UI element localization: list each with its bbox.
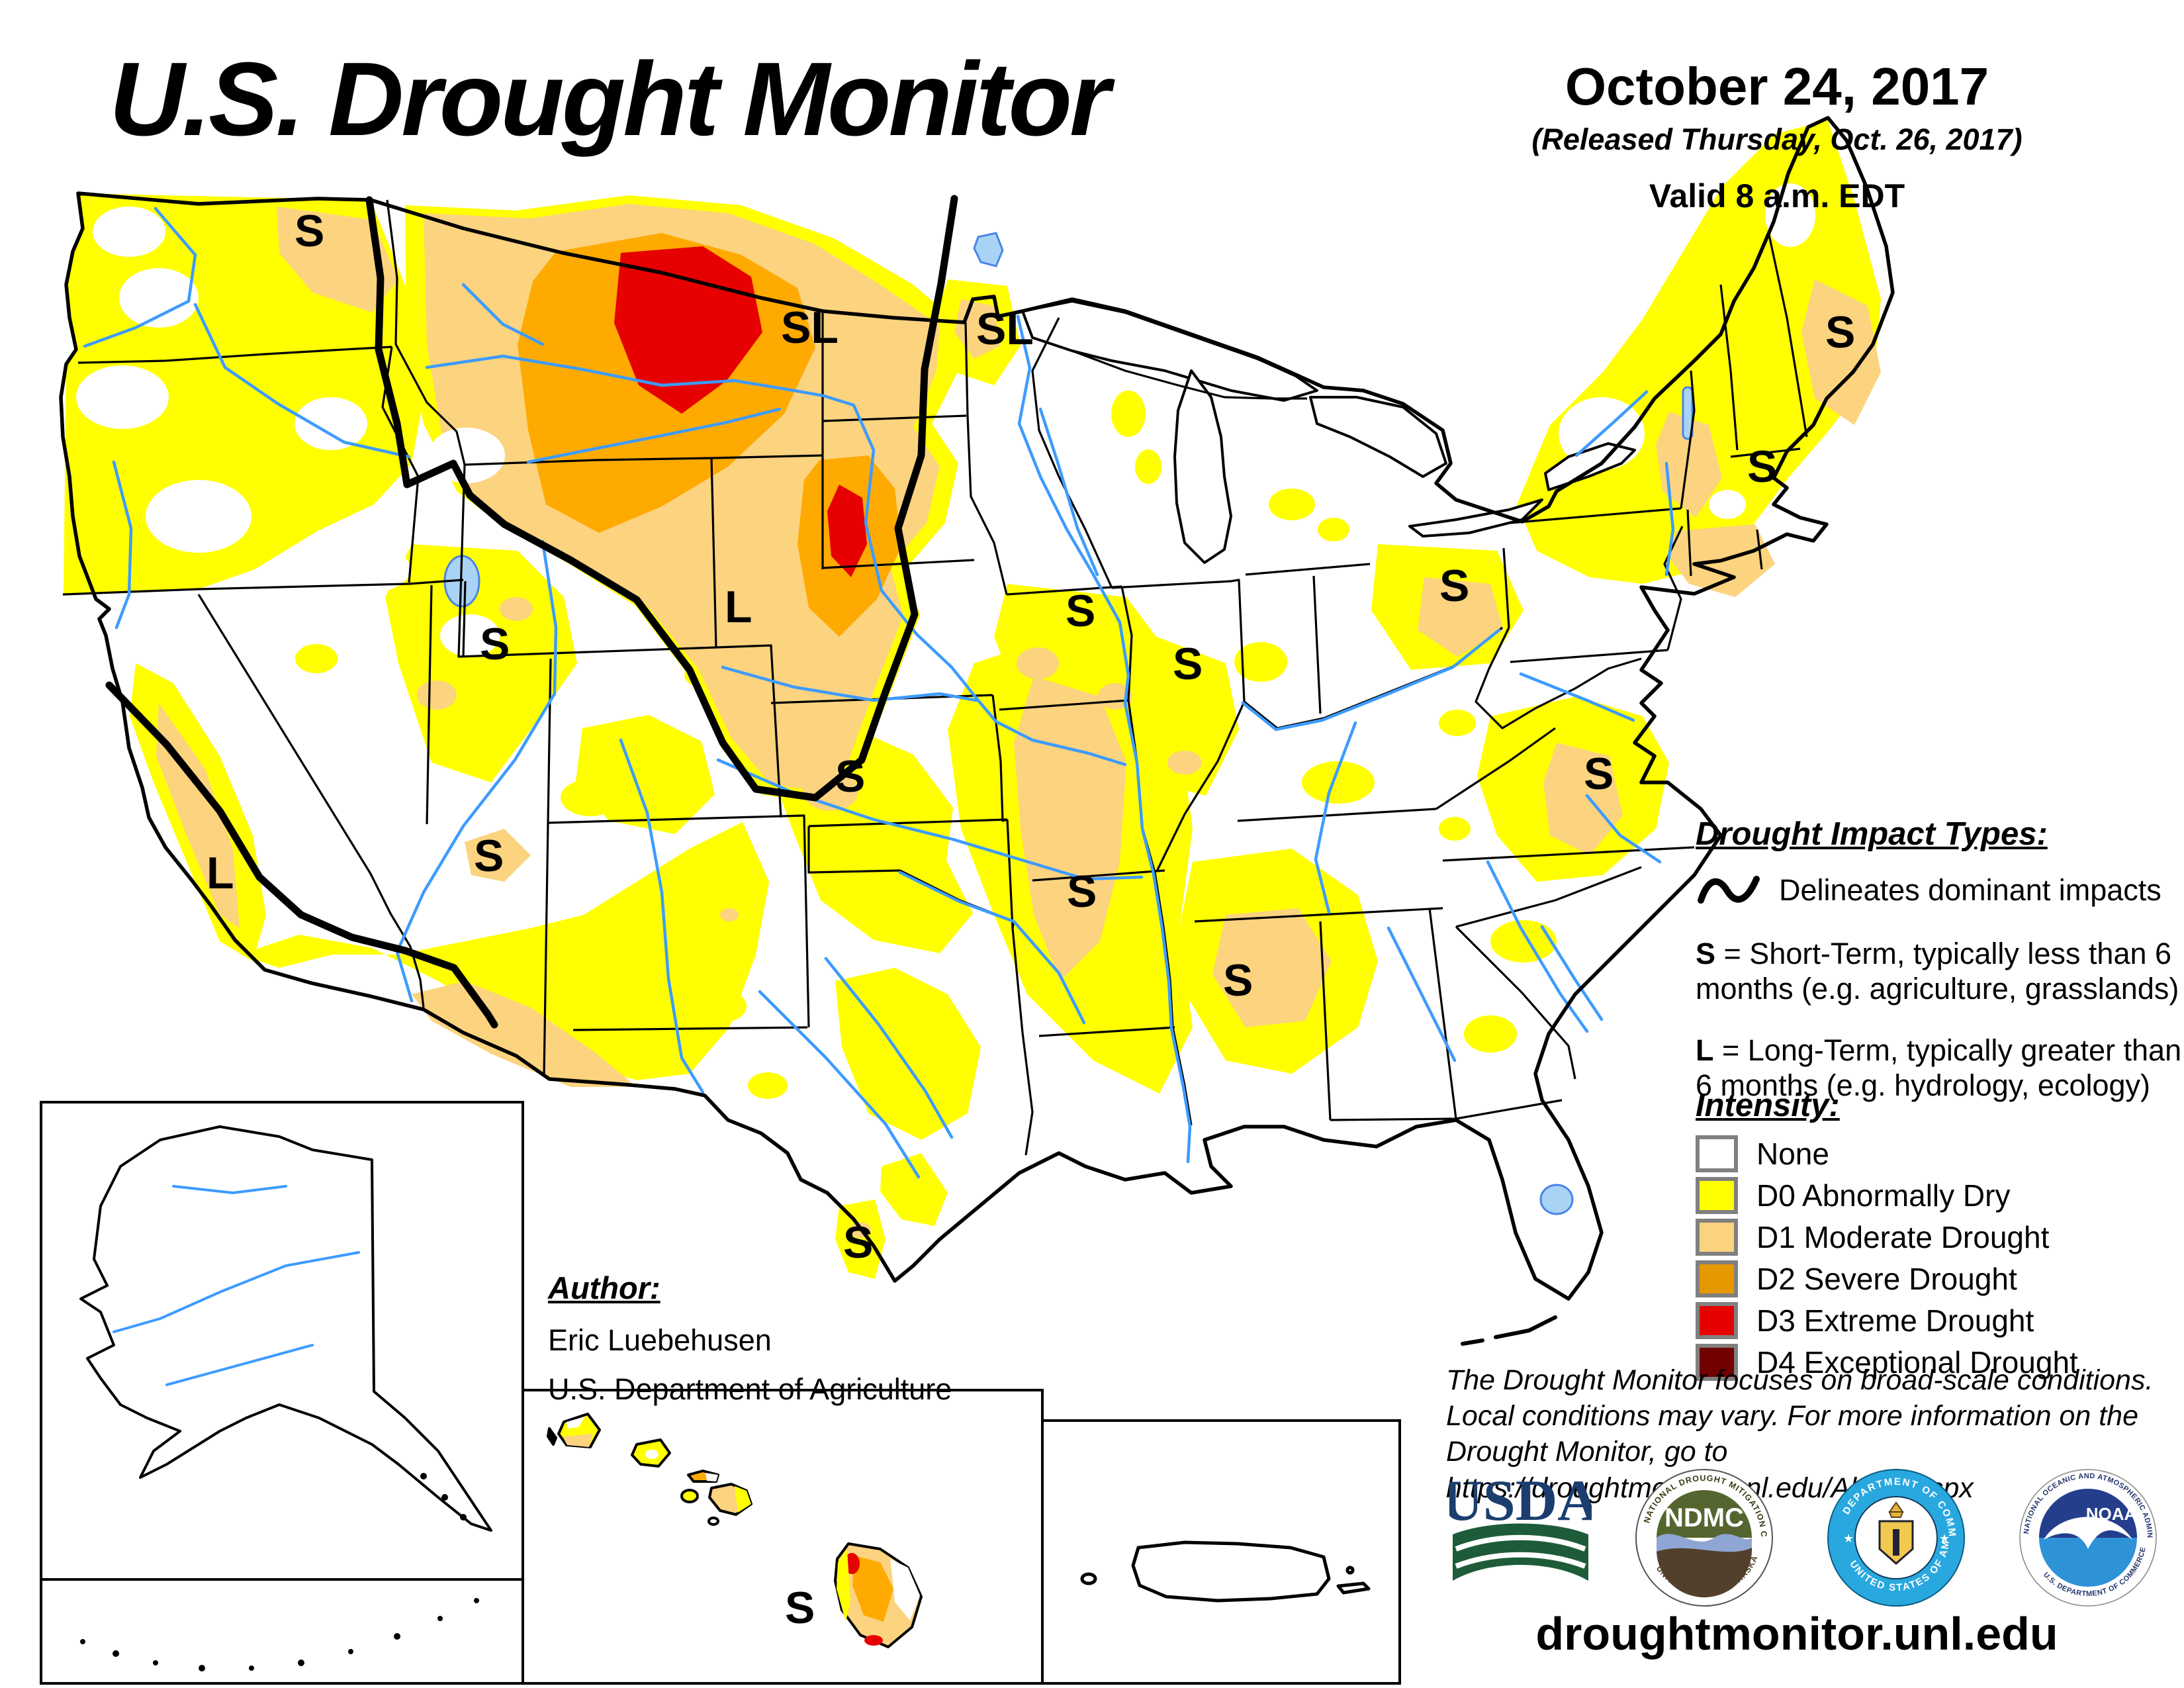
site-url: droughtmonitor.unl.edu	[1535, 1608, 2058, 1660]
legend-row-d0: D0 Abnormally Dry	[1696, 1177, 2184, 1214]
noaa-logo: NOAA NATIONAL OCEANIC AND ATMOSPHERIC AD…	[2019, 1468, 2157, 1607]
legend-row-d3: D3 Extreme Drought	[1696, 1302, 2184, 1339]
d0-swatch	[1696, 1177, 1738, 1214]
aleutian-islands	[80, 1473, 479, 1671]
impact-types-title: Drought Impact Types:	[1696, 816, 2048, 852]
impact-label-ohio: S	[1439, 561, 1469, 611]
release-date: (Released Thursday, Oct. 26, 2017)	[1531, 122, 2023, 156]
long-term-text: = Long-Term, typically greater than 6 mo…	[1696, 1033, 2182, 1103]
commerce-logo: DEPARTMENT OF COMMERCE UNITED STATES OF …	[1827, 1468, 1965, 1607]
lake-erie	[1408, 498, 1543, 538]
puerto-rico-inset	[1080, 1540, 1371, 1603]
small-lakes	[443, 232, 1694, 1215]
impact-label-kansas: S	[835, 751, 865, 802]
impact-label-virginia-carolina: S	[1584, 749, 1614, 799]
impact-label-s-california: L	[206, 848, 234, 898]
impact-label-south-texas: S	[843, 1217, 873, 1268]
impact-line-socal	[105, 681, 498, 1029]
legend-row-d4: D4 Exceptional Drought	[1696, 1344, 2184, 1381]
delineates-text: Delineates dominant impacts	[1779, 873, 2161, 907]
legend-row-d1: D1 Moderate Drought	[1696, 1219, 2184, 1256]
delineation-squiggle-icon	[1698, 876, 1760, 904]
d3-label: D3 Extreme Drought	[1756, 1303, 2034, 1338]
logo-row: USDA NDMC NATIONAL DROUGHT MITIGATION CE…	[1436, 1468, 2184, 1607]
impact-label-washington: S	[295, 206, 324, 256]
great-lakes	[1021, 300, 1636, 564]
lake-huron	[1309, 396, 1447, 478]
svg-text:★: ★	[1939, 1532, 1950, 1545]
d1-swatch	[1696, 1219, 1738, 1256]
impact-label-arkansas: S	[1067, 867, 1097, 917]
map-date: October 24, 2017	[1565, 57, 1989, 116]
date-block: October 24, 2017 (Released Thursday, Oct…	[1370, 56, 2184, 215]
d1-label: D1 Moderate Drought	[1756, 1220, 2050, 1254]
lake-ontario	[1544, 442, 1636, 491]
lake-champlain	[1682, 386, 1694, 440]
none-label: None	[1756, 1137, 1829, 1171]
hawaii-inset	[547, 1413, 923, 1648]
d4-label: D4 Exceptional Drought	[1756, 1345, 2078, 1380]
d0-label: D0 Abnormally Dry	[1756, 1178, 2011, 1213]
usda-logo: USDA	[1449, 1469, 1592, 1581]
impact-label-iowa: S	[1066, 586, 1095, 636]
author-name: Eric Luebehusen	[548, 1323, 772, 1357]
long-term-symbol: L	[1696, 1033, 1714, 1068]
puerto-rico-inset-box	[1041, 1419, 1401, 1685]
short-term-definition: S = Short-Term, typically less than 6 mo…	[1696, 936, 2184, 1006]
impact-label-maine: S	[1825, 307, 1855, 357]
none-swatch	[1696, 1135, 1738, 1172]
impact-line-northern	[365, 195, 958, 802]
author-block: Author: Eric Luebehusen U.S. Department …	[548, 1270, 952, 1407]
conus-edge	[59, 116, 1895, 1301]
d3-swatch	[1696, 1302, 1738, 1339]
usda-logo-text: USDA	[1449, 1469, 1592, 1533]
short-term-symbol: S	[1696, 937, 1716, 970]
disclaimer-line2: Local conditions may vary. For more info…	[1446, 1400, 2139, 1432]
impact-label-arizona-newmexico: S	[474, 831, 504, 881]
legend-row-d2: D2 Severe Drought	[1696, 1260, 2184, 1297]
d2-label: D2 Severe Drought	[1756, 1262, 2017, 1296]
ndmc-logo: NDMC NATIONAL DROUGHT MITIGATION CENTER …	[1635, 1468, 1773, 1607]
inset-boxes	[40, 1101, 1401, 1685]
impact-label-montana-dakotas: SL	[781, 303, 839, 353]
intensity-legend: Intensity: None D0 Abnormally Dry D1 Mod…	[1696, 1087, 2184, 1381]
impact-label-minnesota: SL	[976, 304, 1034, 354]
lake-of-the-woods	[973, 232, 1004, 267]
impact-label-utah: S	[480, 619, 510, 669]
svg-text:★: ★	[1843, 1532, 1854, 1545]
disclaimer-line1: The Drought Monitor focuses on broad-sca…	[1446, 1364, 2154, 1396]
impact-types-legend: Drought Impact Types: Delineates dominan…	[1696, 816, 2184, 1103]
intensity-title: Intensity:	[1696, 1088, 1840, 1123]
impact-label-massachusetts: S	[1747, 442, 1777, 492]
alaska-inset	[79, 1125, 492, 1671]
legend-row-none: None	[1696, 1135, 2184, 1172]
impact-label-nebraska-panhandle: L	[725, 582, 752, 632]
florida-keys	[1461, 1315, 1557, 1346]
impact-labels: S SL SL S S S L S S S S S L S S S S S	[206, 206, 1855, 1633]
author-title: Author:	[548, 1270, 660, 1305]
lake-michigan	[1173, 369, 1232, 564]
impact-label-illinois: S	[1173, 639, 1203, 689]
page-title: U.S. Drought Monitor	[109, 41, 1110, 158]
lake-okeechobee	[1539, 1184, 1574, 1215]
short-term-text: = Short-Term, typically less than 6 mont…	[1696, 937, 2179, 1006]
rivers	[83, 207, 1675, 1179]
hawaii-inset-box	[522, 1389, 1044, 1685]
impact-label-hawaii: S	[785, 1583, 815, 1633]
valid-time: Valid 8 a.m. EDT	[1649, 177, 1905, 214]
impact-delineation-lines	[105, 195, 958, 1029]
noaa-logo-text: NOAA	[2086, 1504, 2137, 1524]
d2-swatch	[1696, 1260, 1738, 1297]
impact-label-mississippi: S	[1223, 955, 1253, 1006]
d4-swatch	[1696, 1344, 1738, 1381]
author-organization: U.S. Department of Agriculture	[548, 1372, 952, 1406]
long-term-definition: L = Long-Term, typically greater than 6 …	[1696, 1033, 2184, 1103]
ndmc-logo-text: NDMC	[1664, 1503, 1744, 1532]
